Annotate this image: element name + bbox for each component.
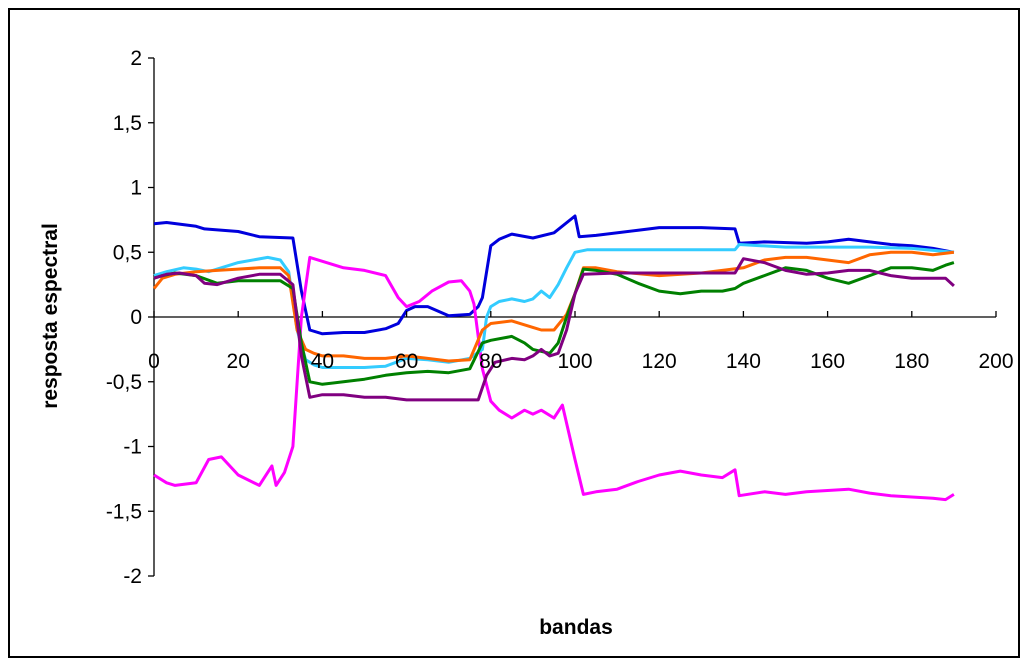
- y-tick-label: 1: [130, 177, 142, 200]
- y-tick-label: -0,5: [106, 371, 142, 394]
- y-tick-label: -1,5: [106, 500, 142, 523]
- x-tick-label: 80: [479, 350, 502, 373]
- series-group: [152, 214, 955, 502]
- y-ticks: -2 -1,5 -1 -0,5 0 0,5 1 1,5 2: [106, 47, 154, 588]
- x-axis-title: bandas: [539, 616, 613, 639]
- series-line-2: [153, 255, 955, 502]
- x-tick-label: 0: [148, 350, 160, 373]
- x-tick-label: 60: [395, 350, 418, 373]
- series-line-6: [153, 257, 955, 402]
- y-tick-label: 2: [130, 47, 142, 70]
- x-tick-label: 180: [894, 350, 929, 373]
- x-tick-label: 160: [810, 350, 845, 373]
- y-tick-label: -1: [123, 436, 142, 459]
- x-ticks: 0 20 40 60 80 100 120 140 160 180 200: [148, 311, 1014, 373]
- x-tick-label: 200: [978, 350, 1013, 373]
- series-line-1: [153, 214, 955, 336]
- series-line-4: [152, 250, 955, 363]
- x-tick-label: 40: [311, 350, 334, 373]
- y-tick-label: 0: [130, 306, 142, 329]
- chart-frame: [8, 8, 1020, 658]
- x-tick-label: 100: [557, 350, 592, 373]
- x-tick-label: 120: [642, 350, 677, 373]
- y-tick-label: 0,5: [113, 241, 142, 264]
- series-line-3: [153, 243, 955, 369]
- y-tick-label: 1,5: [113, 112, 142, 135]
- y-axis-title: resposta espectral: [39, 223, 62, 409]
- y-tick-label: -2: [123, 565, 142, 588]
- x-tick-label: 140: [726, 350, 761, 373]
- x-tick-label: 20: [227, 350, 250, 373]
